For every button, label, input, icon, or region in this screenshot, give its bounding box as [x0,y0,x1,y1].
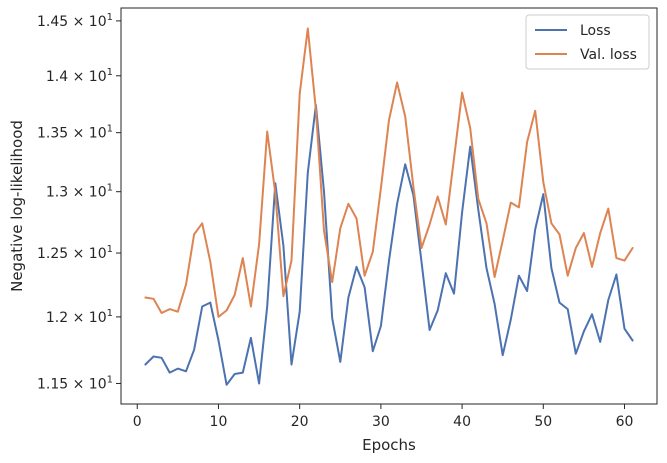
x-tick-label: 0 [133,414,142,430]
y-tick-base: 10 [89,126,107,142]
x-tick-label: 20 [291,414,309,430]
y-tick-mantissa: 1.15 × [37,376,89,392]
y-tick-mantissa: 1.4 × [46,69,89,85]
series-line-loss [144,104,634,386]
y-tick-exponent: 1 [107,308,113,319]
y-tick-exponent: 1 [107,124,113,135]
legend-label-loss: Loss [580,23,611,39]
x-tick-label: 40 [453,414,471,430]
legend-box [525,14,650,70]
y-tick-base: 10 [89,246,107,262]
y-tick-mantissa: 1.45 × [37,14,89,30]
y-tick-exponent: 1 [107,374,113,385]
y-tick-base: 10 [89,14,107,30]
y-tick-label: 1.45 × 101 [37,12,113,30]
y-tick-base: 10 [89,185,107,201]
series-line-val-loss [144,27,634,318]
y-tick-base: 10 [89,69,107,85]
y-tick-exponent: 1 [107,67,113,78]
x-axis: 0 10 20 30 40 50 60 [133,404,634,430]
y-tick-mantissa: 1.3 × [46,185,89,201]
y-tick-label: 1.15 × 101 [37,374,113,392]
y-tick-exponent: 1 [107,12,113,23]
legend: Loss Val. loss [525,14,650,70]
x-tick-label: 60 [616,414,634,430]
y-axis-label: Negative log-likelihood [8,120,26,292]
y-tick-mantissa: 1.35 × [37,126,89,142]
y-tick-exponent: 1 [107,183,113,194]
y-tick-exponent: 1 [107,244,113,255]
y-tick-mantissa: 1.25 × [37,246,89,262]
x-tick-label: 50 [534,414,552,430]
x-axis-label: Epochs [362,436,416,454]
plot-frame [120,7,658,405]
y-tick-label: 1.35 × 101 [37,124,113,142]
legend-label-val-loss: Val. loss [580,47,637,63]
x-tick-label: 30 [372,414,390,430]
y-tick-label: 1.3 × 101 [46,183,113,201]
y-tick-mantissa: 1.2 × [46,310,89,326]
y-tick-label: 1.25 × 101 [37,244,113,262]
y-tick-label: 1.2 × 101 [46,308,113,326]
series-layer [144,27,634,386]
x-tick-label: 10 [210,414,228,430]
y-tick-label: 1.4 × 101 [46,67,113,85]
y-tick-base: 10 [89,376,107,392]
y-tick-base: 10 [89,310,107,326]
